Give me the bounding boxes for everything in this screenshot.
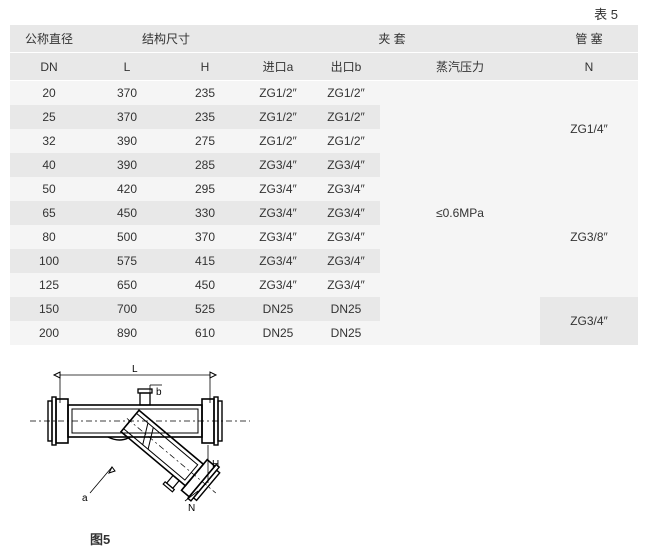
cell-b: ZG3/4″ <box>312 225 380 249</box>
cell-a: ZG3/4″ <box>244 177 312 201</box>
table-body: 20370235ZG1/2″ZG1/2″≤0.6MPaZG1/4″2537023… <box>10 81 638 346</box>
cell-dn: 25 <box>10 105 88 129</box>
header-n: N <box>540 53 638 81</box>
table-number-label: 表 5 <box>0 0 648 25</box>
header-l: L <box>88 53 166 81</box>
cell-a: ZG3/4″ <box>244 249 312 273</box>
cell-l: 370 <box>88 105 166 129</box>
cell-dn: 150 <box>10 297 88 321</box>
table-row: 20370235ZG1/2″ZG1/2″≤0.6MPaZG1/4″ <box>10 81 638 106</box>
cell-l: 890 <box>88 321 166 345</box>
table-row: 50420295ZG3/4″ZG3/4″ZG3/8″ <box>10 177 638 201</box>
dim-b: b <box>156 387 162 398</box>
dim-H: H <box>212 459 219 470</box>
cell-l: 390 <box>88 129 166 153</box>
cell-h: 275 <box>166 129 244 153</box>
dim-a: a <box>82 493 88 504</box>
dim-L: L <box>132 364 138 375</box>
cell-l: 700 <box>88 297 166 321</box>
cell-a: ZG3/4″ <box>244 273 312 297</box>
cell-b: ZG3/4″ <box>312 153 380 177</box>
cell-dn: 20 <box>10 81 88 106</box>
cell-h: 235 <box>166 105 244 129</box>
table-row: 150700525DN25DN25ZG3/4″ <box>10 297 638 321</box>
cell-h: 450 <box>166 273 244 297</box>
cell-dn: 32 <box>10 129 88 153</box>
cell-b: DN25 <box>312 321 380 345</box>
cell-h: 295 <box>166 177 244 201</box>
cell-b: ZG3/4″ <box>312 273 380 297</box>
cell-dn: 80 <box>10 225 88 249</box>
header-plug: 管 塞 <box>540 25 638 53</box>
cell-h: 285 <box>166 153 244 177</box>
cell-l: 420 <box>88 177 166 201</box>
cell-b: ZG1/2″ <box>312 105 380 129</box>
cell-dn: 100 <box>10 249 88 273</box>
cell-a: ZG1/2″ <box>244 105 312 129</box>
header-dn: DN <box>10 53 88 81</box>
cell-l: 500 <box>88 225 166 249</box>
cell-b: ZG3/4″ <box>312 249 380 273</box>
cell-l: 390 <box>88 153 166 177</box>
cell-l: 450 <box>88 201 166 225</box>
cell-a: DN25 <box>244 297 312 321</box>
cell-a: ZG3/4″ <box>244 153 312 177</box>
cell-a: DN25 <box>244 321 312 345</box>
cell-a: ZG3/4″ <box>244 225 312 249</box>
cell-h: 370 <box>166 225 244 249</box>
cell-l: 650 <box>88 273 166 297</box>
dim-N: N <box>188 503 195 514</box>
diagram-container: L b <box>30 363 648 521</box>
cell-dn: 125 <box>10 273 88 297</box>
cell-b: DN25 <box>312 297 380 321</box>
cell-h: 235 <box>166 81 244 106</box>
cell-pressure: ≤0.6MPa <box>380 81 540 346</box>
header-structure: 结构尺寸 <box>88 25 244 53</box>
cell-l: 575 <box>88 249 166 273</box>
cell-dn: 65 <box>10 201 88 225</box>
cell-a: ZG1/2″ <box>244 129 312 153</box>
cell-h: 525 <box>166 297 244 321</box>
header-sub-row: DN L H 进口a 出口b 蒸汽压力 N <box>10 53 638 81</box>
cell-h: 330 <box>166 201 244 225</box>
cell-plug: ZG3/8″ <box>540 177 638 297</box>
header-outlet-b: 出口b <box>312 53 380 81</box>
cell-h: 415 <box>166 249 244 273</box>
header-group-row: 公称直径 结构尺寸 夹 套 管 塞 <box>10 25 638 53</box>
cell-b: ZG3/4″ <box>312 177 380 201</box>
cell-b: ZG1/2″ <box>312 81 380 106</box>
strainer-diagram: L b <box>30 363 250 518</box>
cell-b: ZG3/4″ <box>312 201 380 225</box>
cell-dn: 50 <box>10 177 88 201</box>
cell-dn: 40 <box>10 153 88 177</box>
cell-l: 370 <box>88 81 166 106</box>
header-jacket: 夹 套 <box>244 25 540 53</box>
cell-b: ZG1/2″ <box>312 129 380 153</box>
cell-plug: ZG1/4″ <box>540 81 638 178</box>
cell-a: ZG3/4″ <box>244 201 312 225</box>
cell-plug: ZG3/4″ <box>540 297 638 345</box>
cell-a: ZG1/2″ <box>244 81 312 106</box>
figure-label: 图5 <box>90 529 648 548</box>
cell-h: 610 <box>166 321 244 345</box>
header-pressure: 蒸汽压力 <box>380 53 540 81</box>
cell-dn: 200 <box>10 321 88 345</box>
header-diameter: 公称直径 <box>10 25 88 53</box>
header-h: H <box>166 53 244 81</box>
header-inlet-a: 进口a <box>244 53 312 81</box>
spec-table: 公称直径 结构尺寸 夹 套 管 塞 DN L H 进口a 出口b 蒸汽压力 N … <box>10 25 638 345</box>
